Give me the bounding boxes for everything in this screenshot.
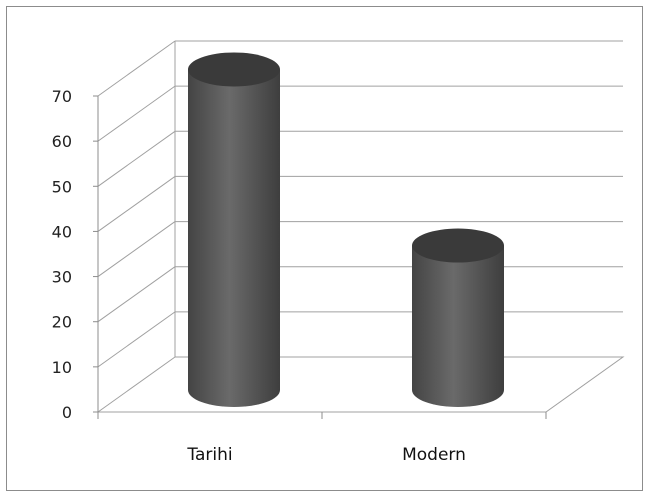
bar-modern bbox=[412, 228, 504, 407]
chart-border bbox=[6, 6, 643, 491]
bars bbox=[188, 52, 504, 407]
y-tick-label: 20 bbox=[52, 313, 72, 332]
y-tick-label: 70 bbox=[52, 87, 72, 106]
y-tick-label: 10 bbox=[52, 358, 72, 377]
gridline-diagonal bbox=[97, 266, 176, 323]
x-category-label: Tarihi bbox=[186, 445, 232, 465]
y-axis: 0 10 20 30 40 50 60 70 bbox=[52, 87, 99, 422]
bar-body bbox=[188, 69, 280, 407]
bar-top bbox=[412, 228, 504, 263]
gridline-diagonal bbox=[97, 356, 176, 413]
gridline-diagonal bbox=[97, 221, 176, 277]
y-tick-label: 50 bbox=[52, 177, 72, 196]
bar-top bbox=[188, 52, 280, 87]
bar-body bbox=[412, 245, 504, 407]
x-category-label: Modern bbox=[402, 445, 466, 465]
x-axis: Tarihi Modern bbox=[97, 412, 547, 465]
gridline-diagonal bbox=[97, 40, 176, 97]
gridline-diagonal bbox=[97, 130, 176, 187]
bar-tarihi bbox=[188, 52, 280, 407]
y-tick-label: 0 bbox=[62, 403, 72, 422]
gridline-diagonal bbox=[97, 85, 176, 142]
gridline-diagonal bbox=[97, 176, 176, 232]
gridline-diagonal bbox=[97, 311, 176, 368]
y-tick-label: 60 bbox=[52, 132, 72, 151]
y-tick-label: 40 bbox=[52, 222, 72, 241]
y-tick-label: 30 bbox=[52, 268, 72, 287]
